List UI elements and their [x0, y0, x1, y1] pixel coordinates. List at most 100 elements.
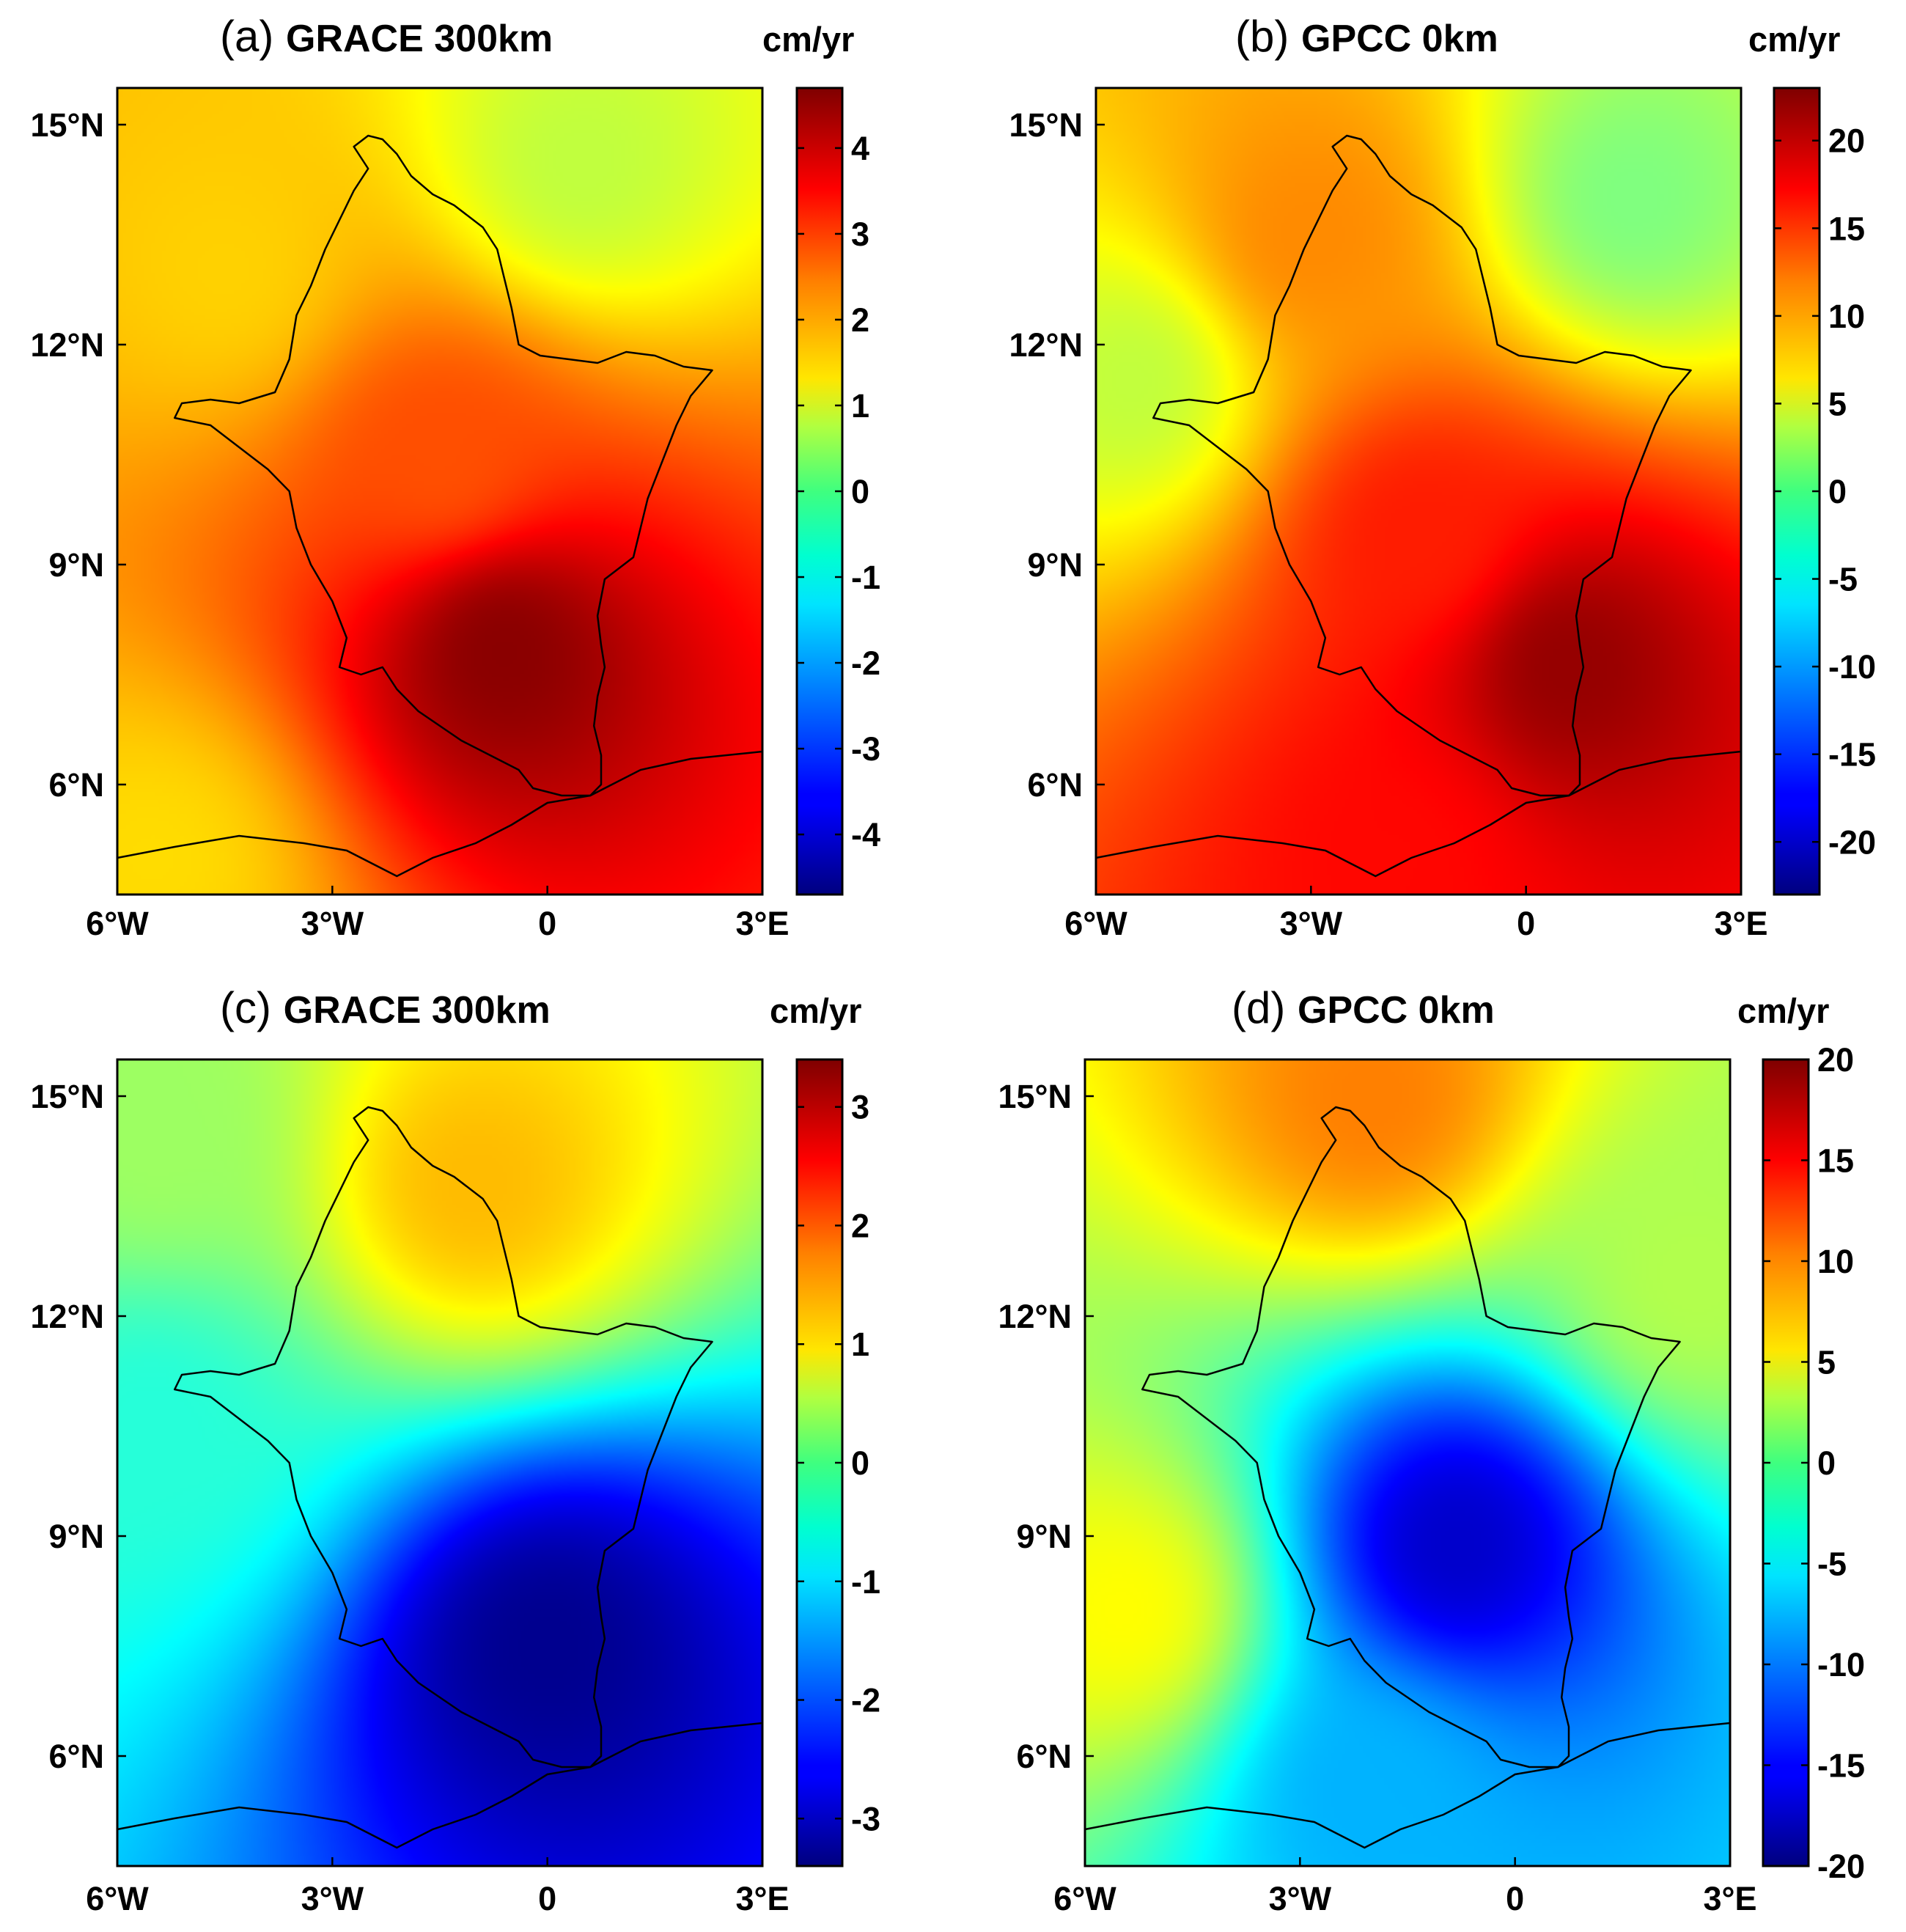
panel-title-text: GPCC 0km — [1301, 18, 1498, 60]
coastline — [1084, 1722, 1731, 1849]
colorbar-tick-label: -4 — [851, 816, 880, 853]
y-tick-label: 6°N — [1027, 766, 1083, 804]
basin-boundary — [173, 134, 713, 797]
colorbar-tick-label: -15 — [1828, 736, 1876, 774]
y-tick-label: 12°N — [998, 1298, 1072, 1335]
x-tick-label: 0 — [1517, 905, 1535, 942]
y-tick-label: 15°N — [1009, 106, 1083, 144]
y-tick-label: 15°N — [30, 1078, 104, 1115]
colorbar-tick-label: 2 — [851, 301, 869, 339]
x-tick-label: 3°E — [1703, 1880, 1756, 1917]
colorbar — [797, 88, 842, 895]
colorbar-tick-label: 0 — [851, 473, 869, 510]
panel-b: (b) GPCC 0km cm/yr 15°N 12°N 9°N 6°N 6°W 3°W 0 3°… — [1009, 12, 1876, 942]
colorbar-tick-label: 15 — [1828, 210, 1865, 247]
colorbar-tick-label: -10 — [1828, 648, 1876, 686]
x-tick-label: 3°W — [1280, 905, 1343, 942]
x-tick-label: 3°E — [1714, 905, 1767, 942]
colorbar-tick-label: -2 — [851, 644, 880, 682]
map-frame — [1094, 87, 1743, 896]
y-tick-label: 9°N — [1016, 1518, 1072, 1555]
colorbar-tick-label: 0 — [1817, 1444, 1836, 1482]
y-tick-label: 6°N — [48, 766, 104, 804]
x-tick-label: 3°E — [735, 1880, 789, 1917]
y-tick-label: 12°N — [1009, 326, 1083, 364]
colorbar-tick-label: 3 — [851, 216, 869, 253]
y-tick-label: 9°N — [48, 1518, 104, 1555]
colorbar-unit: cm/yr — [1737, 991, 1829, 1030]
y-tick-label: 6°N — [48, 1738, 104, 1775]
panel-letter: (c) — [220, 983, 284, 1032]
colorbar-unit: cm/yr — [762, 20, 854, 59]
colorbar-tick-label: -3 — [851, 1800, 880, 1837]
y-tick-label: 6°N — [1016, 1738, 1072, 1775]
x-tick-label: 3°W — [301, 905, 364, 942]
colorbar — [797, 1059, 842, 1866]
colorbar-tick-label: -20 — [1817, 1848, 1865, 1885]
x-tick-label: 0 — [538, 905, 556, 942]
colorbar-tick-label: -20 — [1828, 823, 1876, 861]
x-tick-label: 6°W — [1053, 1880, 1116, 1917]
colorbar-tick-label: -5 — [1817, 1546, 1847, 1583]
map-frame — [116, 1058, 764, 1867]
map-field-c — [117, 1059, 762, 1866]
basin-boundary — [1152, 134, 1692, 797]
colorbar-tick-label: 2 — [851, 1207, 869, 1244]
colorbar-tick-label: 10 — [1817, 1243, 1854, 1280]
colorbar-tick-label: 3 — [851, 1089, 869, 1126]
panel-letter: (d) — [1232, 983, 1298, 1032]
panel-c: (c) GRACE 300km cm/yr 15°N 12°N 9°N 6°N 6°W 3°W… — [30, 983, 880, 1917]
basin-boundary — [1141, 1106, 1681, 1768]
panel-title: (b) GPCC 0km — [1235, 12, 1498, 61]
colorbar-tick-label: -5 — [1828, 561, 1858, 598]
map-field-d — [1085, 1059, 1730, 1866]
map-field-b — [1096, 88, 1741, 895]
panel-title-text: GPCC 0km — [1298, 989, 1495, 1032]
panel-title-text: GRACE 300km — [284, 989, 551, 1032]
coastline — [1095, 750, 1742, 878]
x-tick-label: 3°W — [1269, 1880, 1332, 1917]
colorbar-tick-label: 5 — [1828, 385, 1847, 422]
y-tick-label: 9°N — [48, 546, 104, 584]
panel-title: (c) GRACE 300km — [220, 983, 551, 1032]
x-tick-label: 6°W — [1064, 905, 1127, 942]
colorbar-tick-label: 1 — [851, 387, 869, 425]
x-tick-label: 6°W — [86, 905, 149, 942]
colorbar-tick-label: 20 — [1828, 122, 1865, 160]
x-tick-label: 0 — [538, 1880, 556, 1917]
x-tick-label: 0 — [1506, 1880, 1524, 1917]
x-tick-label: 3°E — [735, 905, 789, 942]
colorbar-tick-label: 4 — [851, 130, 869, 167]
y-tick-label: 9°N — [1027, 546, 1083, 584]
colorbar-tick-label: -15 — [1817, 1747, 1865, 1785]
y-tick-label: 15°N — [30, 106, 104, 144]
colorbar-tick-label: -1 — [851, 1563, 880, 1601]
coastline — [117, 1722, 763, 1849]
map-frame — [1083, 1058, 1732, 1867]
y-tick-label: 15°N — [998, 1078, 1072, 1115]
panel-a: (a) GRACE 300km cm/yr 15°N 12°N 9°N 6°N 6°W 3°W… — [30, 12, 880, 942]
colorbar-tick-label: 15 — [1817, 1142, 1854, 1180]
colorbar-tick-label: 20 — [1817, 1041, 1854, 1079]
colorbar-tick-label: 10 — [1828, 298, 1865, 335]
map-frame — [116, 87, 764, 896]
x-tick-label: 3°W — [301, 1880, 364, 1917]
panel-letter: (a) — [220, 12, 286, 61]
colorbar-tick-label: -1 — [851, 559, 880, 596]
colorbar-tick-label: -2 — [851, 1682, 880, 1719]
coastline — [117, 750, 763, 878]
colorbar-tick-label: -3 — [851, 730, 880, 768]
panel-title: (a) GRACE 300km — [220, 12, 553, 61]
colorbar-tick-label: 1 — [851, 1326, 869, 1363]
colorbar — [1763, 1059, 1809, 1866]
colorbar-tick-label: 5 — [1817, 1344, 1836, 1381]
colorbar-unit: cm/yr — [770, 991, 861, 1030]
panel-letter: (b) — [1235, 12, 1301, 61]
colorbar-tick-label: -10 — [1817, 1646, 1865, 1683]
panel-title: (d) GPCC 0km — [1232, 983, 1495, 1032]
y-tick-label: 12°N — [30, 1298, 104, 1335]
colorbar-tick-label: 0 — [1828, 473, 1847, 510]
colorbar-tick-label: 0 — [851, 1444, 869, 1482]
basin-boundary — [173, 1106, 713, 1768]
